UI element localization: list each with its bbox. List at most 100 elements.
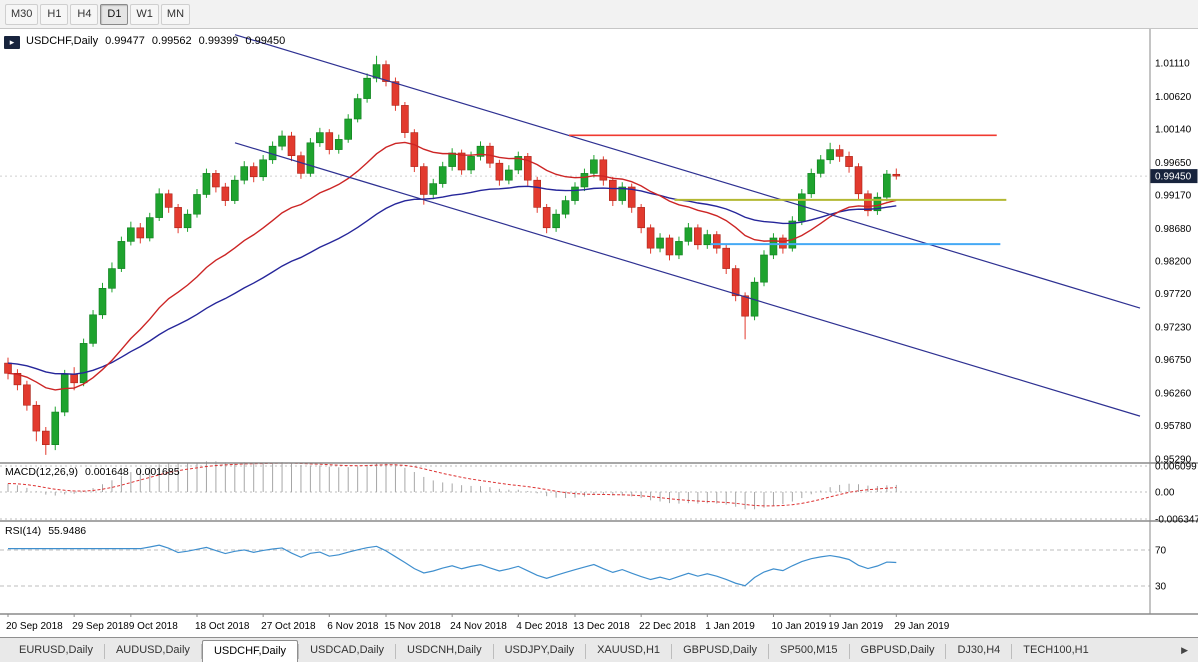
price-axis-label: 0.98200 — [1155, 257, 1192, 268]
candle — [155, 193, 163, 218]
one-click-trading-button[interactable]: ▸ — [4, 36, 20, 49]
date-axis-label: 18 Oct 2018 — [195, 621, 250, 632]
date-axis-label: 15 Nov 2018 — [384, 621, 441, 632]
chart-tab-4-usdcnh-daily[interactable]: USDCNH,Daily — [407, 644, 482, 656]
tab-separator — [768, 644, 770, 659]
date-axis-label: 29 Sep 2018 — [72, 621, 129, 632]
candle — [164, 193, 173, 208]
candle — [429, 183, 438, 195]
tab-separator — [1011, 644, 1013, 659]
candle — [656, 237, 664, 249]
timeframe-button-h1[interactable]: H1 — [40, 3, 69, 25]
candle — [183, 213, 192, 229]
candle — [835, 149, 844, 157]
chart-tab-6-xauusd-h1[interactable]: XAUUSD,H1 — [597, 644, 661, 656]
chart-tab-8-sp500-m15[interactable]: SP500,M15 — [780, 644, 838, 656]
chart-tab-10-dj30-h4[interactable]: DJ30,H4 — [957, 644, 1001, 656]
candle — [523, 156, 532, 181]
candle — [627, 186, 636, 208]
chart-tab-5-usdjpy-daily[interactable]: USDJPY,Daily — [504, 644, 575, 656]
chart-tab-3-usdcad-daily[interactable]: USDCAD,Daily — [310, 644, 385, 656]
candle — [618, 186, 627, 201]
candle — [221, 186, 230, 201]
candle — [542, 207, 551, 229]
trendline[interactable] — [234, 142, 1141, 417]
candle — [438, 166, 447, 184]
candle — [552, 213, 560, 229]
candle — [476, 145, 485, 157]
price-axis-label: 0.97230 — [1155, 323, 1192, 334]
candle — [287, 135, 296, 157]
tab-separator — [103, 644, 105, 659]
candle — [316, 132, 324, 144]
candle — [467, 156, 475, 171]
candle — [637, 207, 645, 229]
candle — [712, 234, 721, 249]
date-axis-label: 27 Oct 2018 — [261, 621, 316, 632]
chart-tab-9-gbpusd-daily[interactable]: GBPUSD,Daily — [860, 644, 935, 656]
rsi-axis-label: 30 — [1155, 582, 1167, 593]
chart-window: 1.01110 1.00620 1.00140 0.99650 0.99170 0.986… — [0, 29, 1198, 637]
price-axis-label: 0.98680 — [1155, 224, 1192, 235]
price-axis-label: 1.00140 — [1155, 125, 1192, 136]
date-axis-label: 29 Jan 2019 — [894, 621, 949, 632]
candle — [306, 142, 315, 174]
chart-tab-11-tech100-h1[interactable]: TECH100,H1 — [1023, 644, 1089, 656]
date-axis-label: 13 Dec 2018 — [573, 621, 630, 632]
candle — [883, 173, 891, 198]
candle — [892, 173, 901, 177]
slow-ma-line — [7, 185, 897, 375]
candle — [807, 173, 816, 195]
timeframe-button-m30[interactable]: M30 — [5, 3, 39, 25]
chart-tab-7-gbpusd-daily[interactable]: GBPUSD,Daily — [683, 644, 758, 656]
date-axis-label: 10 Jan 2019 — [771, 621, 826, 632]
price-axis-label: 0.99650 — [1155, 158, 1192, 169]
price-axis-label: 0.99170 — [1155, 191, 1192, 202]
candle — [344, 118, 353, 140]
fast-ma-line — [7, 141, 897, 391]
timeframe-toolbar: M30 H1 H4 D1 W1 MN — [0, 0, 1198, 29]
candle — [722, 247, 731, 269]
candle — [590, 159, 598, 174]
candle — [457, 152, 466, 171]
candle — [382, 64, 390, 82]
candle — [363, 77, 371, 99]
price-axis-label: 0.95290 — [1155, 454, 1192, 465]
timeframe-button-w1[interactable]: W1 — [130, 3, 159, 25]
candle — [127, 227, 135, 242]
chart-tab-0-eurusd-daily[interactable]: EURUSD,Daily — [19, 644, 93, 656]
candle — [174, 207, 182, 229]
candle — [32, 404, 41, 432]
tab-separator — [585, 644, 587, 659]
current-price-badge — [1150, 169, 1198, 184]
timeframe-button-d1[interactable]: D1 — [100, 3, 129, 25]
date-axis-label: 1 Jan 2019 — [705, 621, 755, 632]
tab-scroll-right-button[interactable]: ▶ — [1181, 645, 1188, 655]
macd-axis-label: 0.00 — [1155, 487, 1175, 498]
candle — [4, 362, 12, 374]
candle — [797, 193, 806, 222]
candle — [212, 173, 220, 188]
candle — [694, 227, 702, 246]
candle — [89, 314, 97, 344]
candle — [514, 156, 523, 171]
candle — [816, 159, 825, 174]
candle — [845, 156, 853, 167]
candle — [788, 220, 797, 249]
chart-tab-1-audusd-daily[interactable]: AUDUSD,Daily — [115, 644, 190, 656]
timeframe-button-h4[interactable]: H4 — [70, 3, 99, 25]
chart-canvas[interactable]: 1.01110 1.00620 1.00140 0.99650 0.99170 0.986… — [0, 29, 1198, 637]
candle — [410, 132, 419, 167]
candle — [741, 295, 749, 317]
candle — [108, 268, 116, 289]
candle — [646, 227, 655, 249]
trendline[interactable] — [234, 34, 1141, 309]
candle — [41, 430, 50, 445]
chart-tab-2-usdchf-daily[interactable]: USDCHF,Daily — [201, 640, 299, 662]
candle — [505, 169, 513, 181]
candle — [297, 155, 305, 174]
timeframe-button-mn[interactable]: MN — [160, 3, 191, 25]
price-axis-label: 0.97720 — [1155, 289, 1192, 300]
candle — [145, 217, 154, 239]
